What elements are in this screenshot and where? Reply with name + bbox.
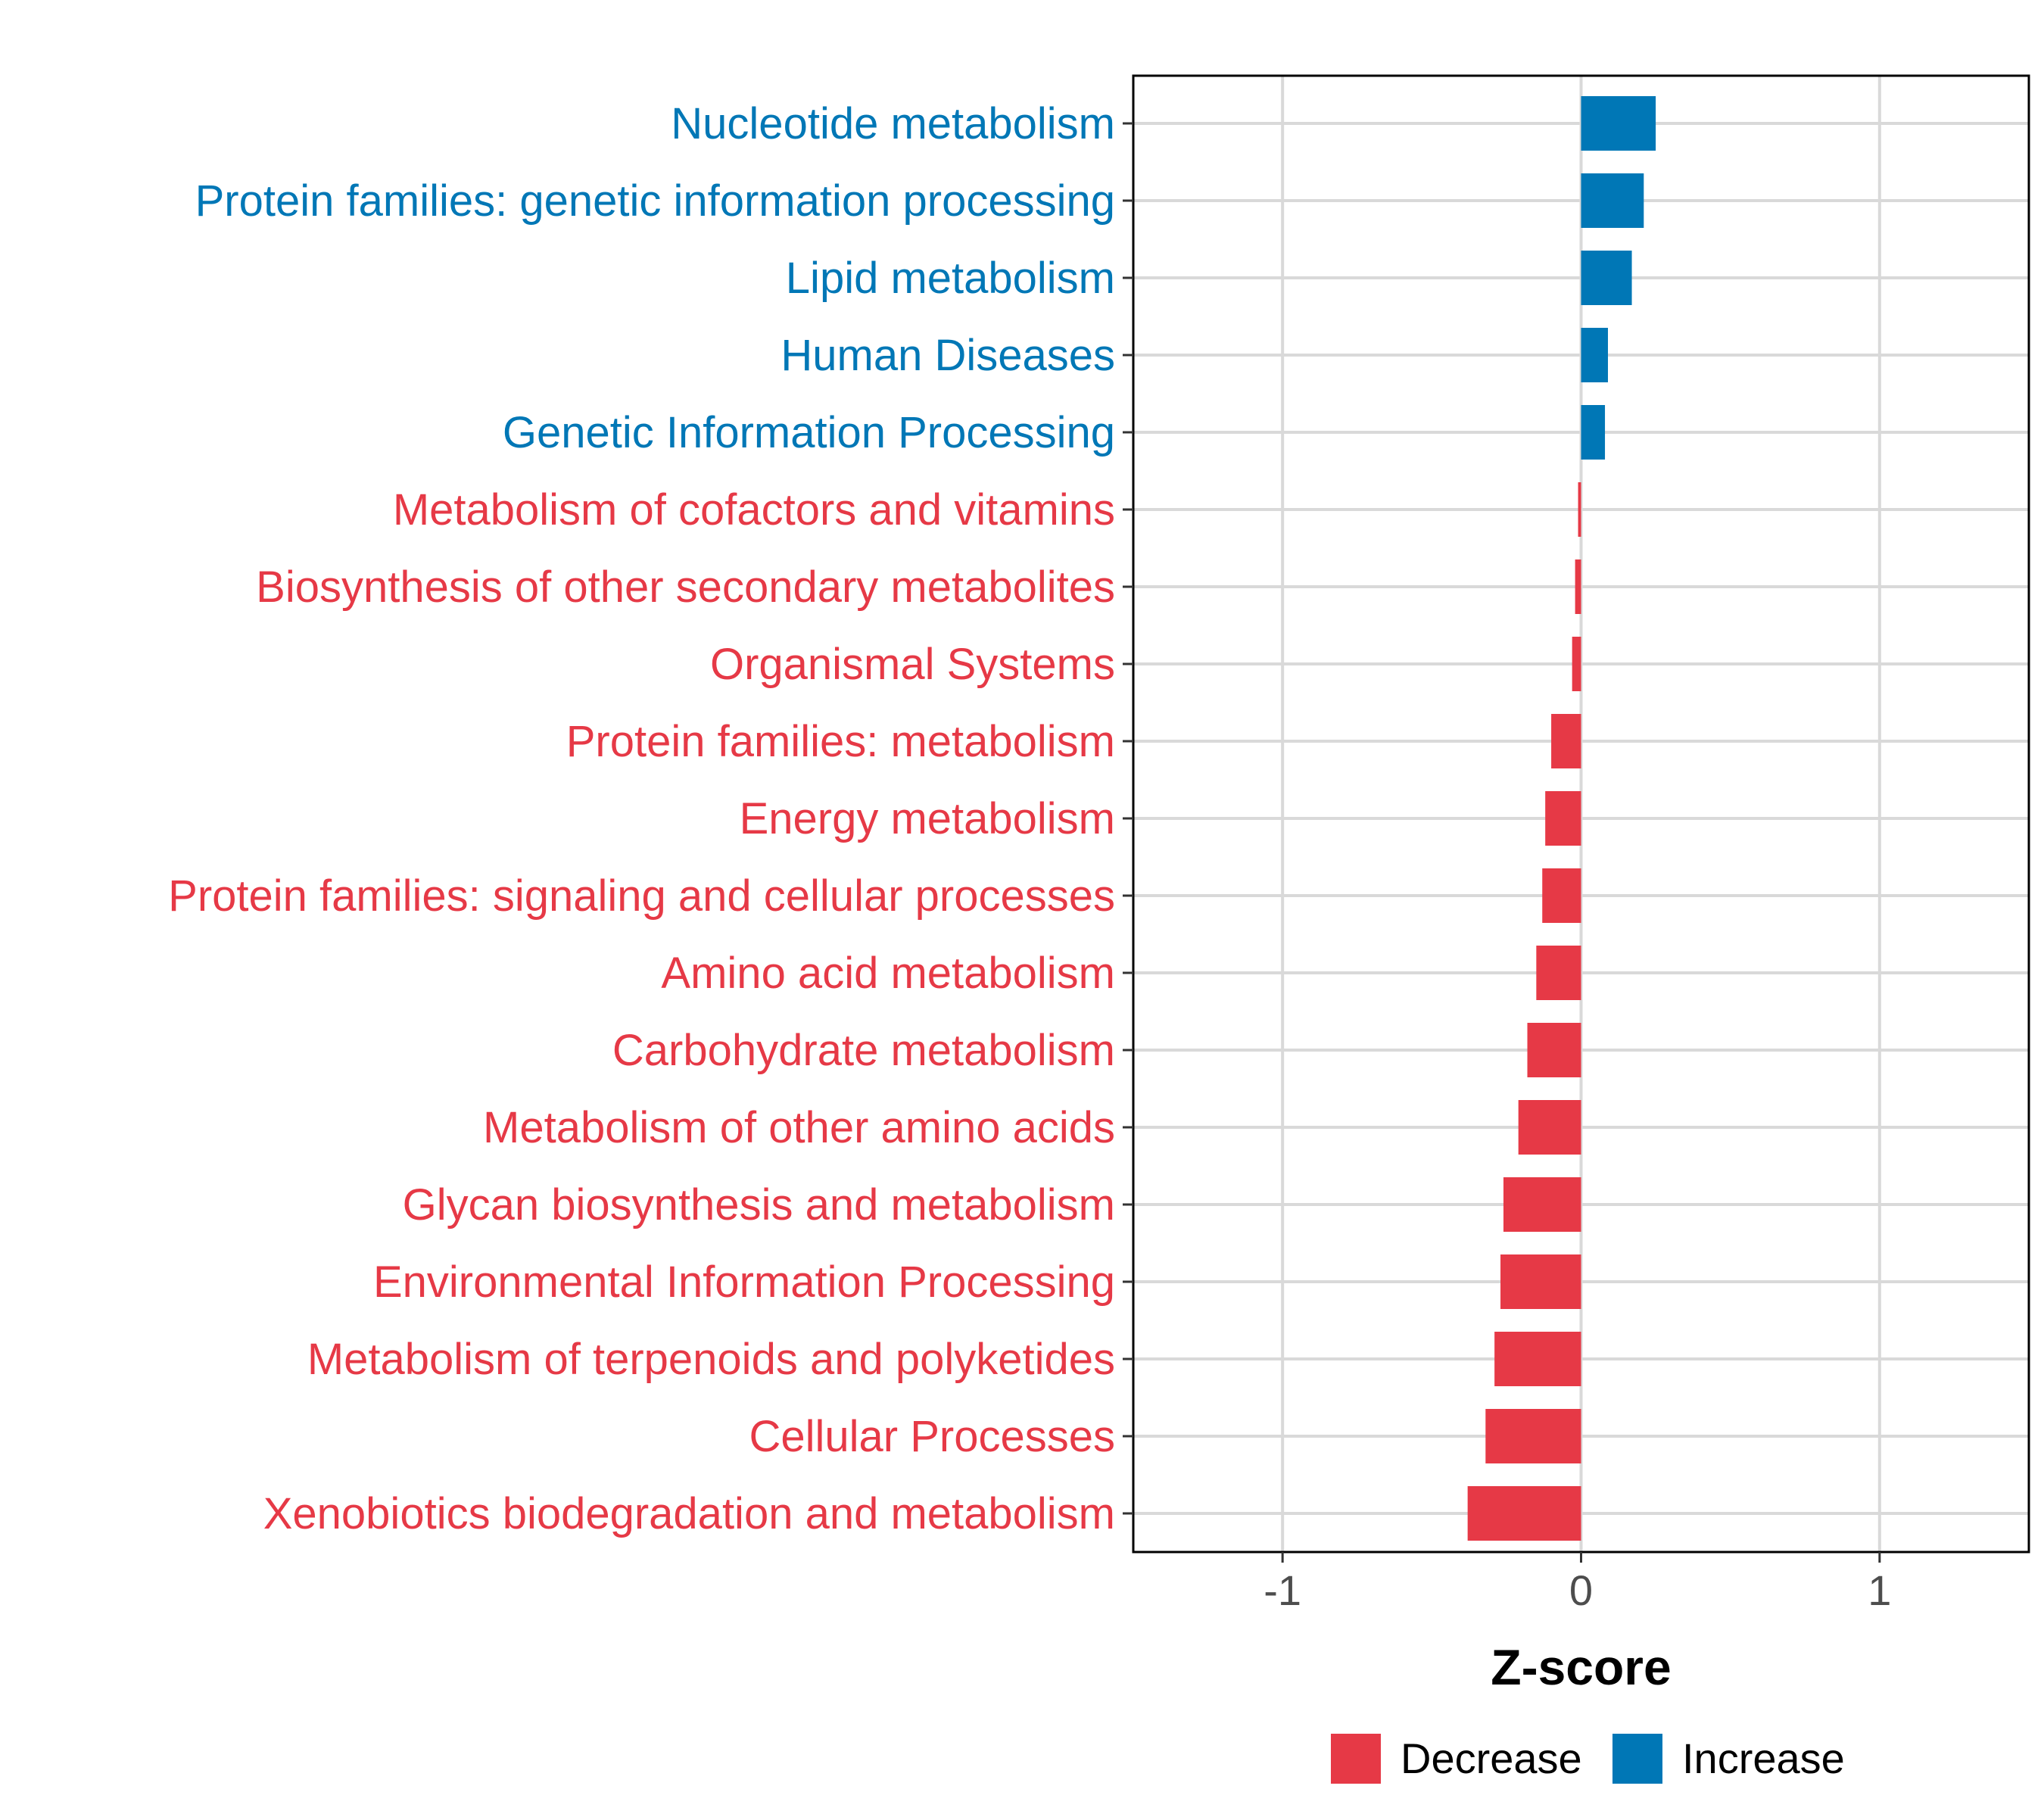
legend-key-decrease xyxy=(1331,1734,1381,1784)
bar xyxy=(1518,1100,1581,1155)
x-axis-title: Z-score xyxy=(1491,1639,1671,1695)
legend-label-decrease: Decrease xyxy=(1401,1734,1582,1782)
category-label: Protein families: genetic information pr… xyxy=(195,176,1115,226)
category-label: Organismal Systems xyxy=(710,640,1115,689)
category-label: Metabolism of other amino acids xyxy=(483,1103,1115,1152)
bar xyxy=(1578,482,1581,537)
category-label: Metabolism of cofactors and vitamins xyxy=(393,485,1115,535)
category-label: Metabolism of terpenoids and polyketides xyxy=(307,1335,1115,1384)
x-axis: -1 0 1 xyxy=(1263,1552,1891,1614)
category-label: Energy metabolism xyxy=(740,794,1115,843)
legend-label-increase: Increase xyxy=(1682,1734,1845,1782)
bar xyxy=(1581,328,1608,382)
category-label: Amino acid metabolism xyxy=(661,949,1115,998)
bar xyxy=(1581,173,1644,228)
x-tick-label: 1 xyxy=(1868,1566,1891,1614)
category-label: Environmental Information Processing xyxy=(373,1258,1115,1307)
bar-layer xyxy=(1467,96,1656,1541)
bar xyxy=(1572,637,1581,691)
category-label: Xenobiotics biodegradation and metabolis… xyxy=(263,1489,1115,1538)
x-tick-label: 0 xyxy=(1569,1566,1593,1614)
category-label: Genetic Information Processing xyxy=(503,408,1115,457)
bar xyxy=(1581,251,1632,305)
category-label: Protein families: metabolism xyxy=(566,717,1115,766)
y-axis: Nucleotide metabolism Protein families: g… xyxy=(168,99,1133,1538)
category-label: Human Diseases xyxy=(781,331,1115,380)
bar xyxy=(1581,96,1656,151)
bar xyxy=(1542,868,1581,923)
category-label: Carbohydrate metabolism xyxy=(612,1026,1115,1075)
category-label: Protein families: signaling and cellular… xyxy=(168,871,1115,921)
bar xyxy=(1545,791,1581,846)
bar xyxy=(1527,1023,1581,1077)
x-tick-label: -1 xyxy=(1263,1566,1301,1614)
bar xyxy=(1551,714,1581,768)
category-label: Lipid metabolism xyxy=(786,254,1115,303)
category-label: Glycan biosynthesis and metabolism xyxy=(403,1180,1115,1230)
category-label: Biosynthesis of other secondary metaboli… xyxy=(256,563,1115,612)
bar xyxy=(1575,559,1581,614)
bar xyxy=(1500,1254,1581,1309)
bar xyxy=(1536,946,1581,1000)
category-label: Nucleotide metabolism xyxy=(671,99,1115,148)
legend-key-increase xyxy=(1612,1734,1662,1784)
bar xyxy=(1467,1486,1581,1541)
bar xyxy=(1494,1332,1581,1386)
bar xyxy=(1485,1409,1581,1463)
bar xyxy=(1503,1177,1581,1232)
category-label: Cellular Processes xyxy=(749,1412,1115,1461)
bar xyxy=(1581,405,1606,460)
legend: Decrease Increase xyxy=(1331,1734,1845,1784)
